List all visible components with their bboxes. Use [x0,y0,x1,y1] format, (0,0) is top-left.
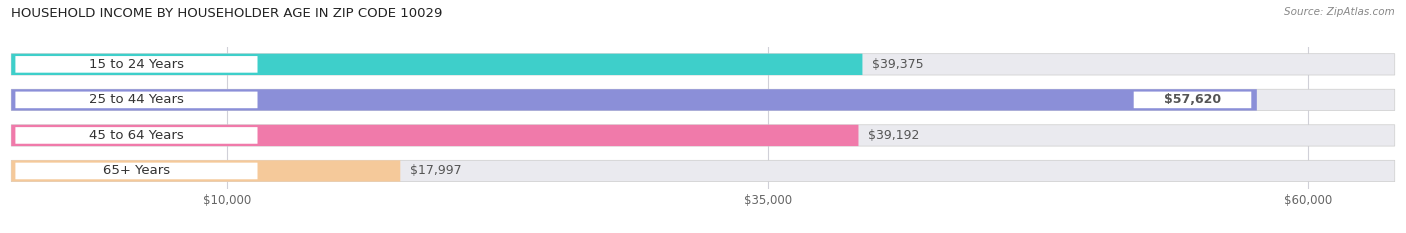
Text: $39,375: $39,375 [872,58,924,71]
Text: 65+ Years: 65+ Years [103,164,170,178]
FancyBboxPatch shape [11,160,1395,182]
FancyBboxPatch shape [11,125,1395,146]
FancyBboxPatch shape [11,160,401,182]
FancyBboxPatch shape [11,89,1395,111]
Text: $39,192: $39,192 [868,129,920,142]
Text: $57,620: $57,620 [1164,93,1220,106]
Text: 45 to 64 Years: 45 to 64 Years [89,129,184,142]
FancyBboxPatch shape [15,56,257,73]
FancyBboxPatch shape [11,125,859,146]
FancyBboxPatch shape [15,127,257,144]
FancyBboxPatch shape [15,92,257,108]
Text: 25 to 44 Years: 25 to 44 Years [89,93,184,106]
Text: HOUSEHOLD INCOME BY HOUSEHOLDER AGE IN ZIP CODE 10029: HOUSEHOLD INCOME BY HOUSEHOLDER AGE IN Z… [11,7,443,20]
Text: Source: ZipAtlas.com: Source: ZipAtlas.com [1284,7,1395,17]
FancyBboxPatch shape [15,163,257,179]
FancyBboxPatch shape [11,54,1395,75]
Text: $17,997: $17,997 [411,164,461,178]
FancyBboxPatch shape [11,54,862,75]
FancyBboxPatch shape [1133,92,1251,108]
Text: 15 to 24 Years: 15 to 24 Years [89,58,184,71]
FancyBboxPatch shape [11,89,1257,111]
